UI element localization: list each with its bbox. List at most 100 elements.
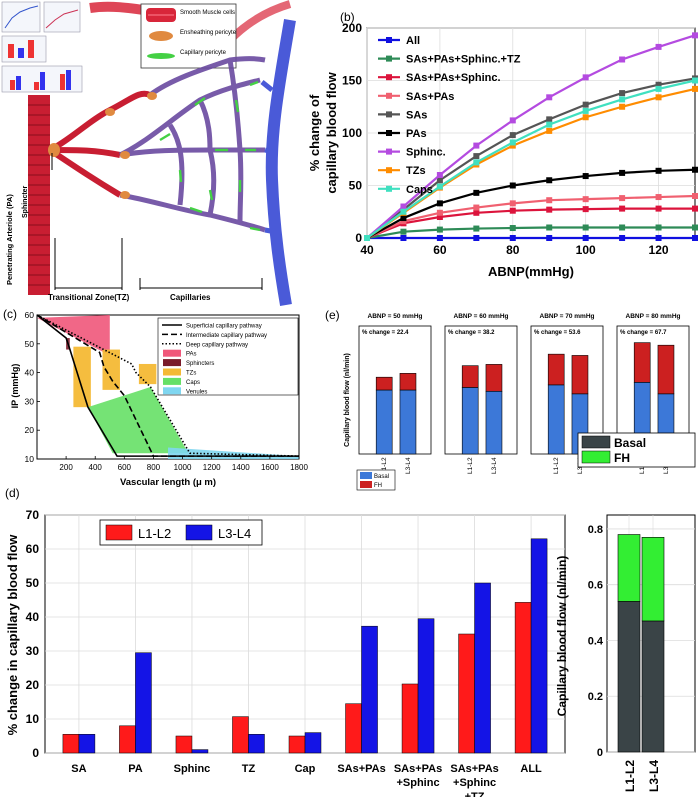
panel-e-legend: Basal FH [356, 469, 396, 491]
x-tick-label: Sphinc [174, 763, 211, 775]
data-point [546, 197, 553, 204]
bar-fh [547, 353, 565, 386]
data-point [546, 127, 553, 134]
data-point [619, 103, 626, 110]
data-point [582, 235, 589, 241]
subplot-change: % change = 22.4 [362, 330, 409, 336]
y-tick-label: 20 [25, 425, 35, 435]
data-point [655, 85, 662, 92]
series-caps [364, 77, 698, 241]
y-tick-label: 10 [25, 454, 35, 464]
data-point [436, 214, 443, 220]
series-line [366, 34, 696, 239]
pa-label: Penetrating Arteriole (PA) [5, 194, 14, 285]
series-line [366, 79, 696, 239]
legend-label: All [406, 35, 420, 47]
bar-l1-l2 [458, 633, 475, 754]
subplot-change: % change = 53.6 [534, 330, 581, 336]
subplot-title: ABNP = 50 mmHg [368, 313, 423, 320]
legend-swatch [163, 359, 181, 367]
subplot-2: ABNP = 60 mmHg % change = 38.2 L1-L2 L3-L4 [444, 313, 518, 474]
region-tzs [138, 363, 157, 385]
subplot-axes [444, 325, 518, 455]
data-point [509, 225, 516, 232]
x-tick-label: +Sphinc [396, 777, 439, 789]
series-sas-pas-sphinc-tz [364, 224, 698, 241]
legend-label: TZs [406, 165, 426, 177]
legend-marker [386, 148, 392, 155]
data-point [619, 205, 626, 212]
bar-fh [641, 537, 665, 622]
subplot-1: ABNP = 50 mmHg % change = 22.4 L1-L2 L3-L4 [358, 313, 432, 474]
bar-fh [657, 344, 675, 395]
data-point [473, 189, 480, 196]
data-point [436, 209, 443, 216]
legend-swatch [163, 377, 181, 385]
data-point [655, 81, 662, 88]
data-point [364, 235, 370, 241]
data-point [582, 101, 589, 108]
bar-fh [571, 355, 589, 395]
caps-label: Capillaries [170, 293, 211, 302]
panel-e: (e) Capillary blood flow (nl/min) ABNP =… [325, 308, 690, 491]
bar-basal [399, 389, 417, 455]
legend-swatch [163, 387, 181, 395]
cell-legend: Smooth Muscle cells Ensheathing pericyte… [140, 3, 237, 69]
legend-ensheathing-label: Ensheathing pericyte [180, 30, 237, 36]
panel-b: (b) 40 60 80 100 120 0 50 100 150 200 % change of… [307, 10, 698, 279]
y-tick-label: 0.4 [588, 635, 604, 647]
data-point [436, 226, 443, 233]
panel-c-xlabel: Vascular length (μ m) [120, 477, 216, 488]
data-point [619, 224, 626, 231]
x-tick-label: L3-L4 [491, 457, 498, 474]
data-point [509, 139, 516, 146]
legend-swatch [581, 435, 611, 449]
panel-c: (c) 200 400 600 800 1000 1200 1400 1600 1800 10 20… [3, 307, 308, 488]
pathway-line [36, 314, 300, 457]
legend-label: L3-L4 [218, 526, 251, 541]
bar-basal [617, 601, 641, 753]
data-point [546, 121, 553, 128]
legend-fh-swatch [360, 481, 372, 488]
data-point [473, 225, 480, 232]
bar-l1-l2 [345, 703, 362, 754]
x-tick-label: 120 [649, 243, 669, 257]
bar-fh [633, 342, 651, 383]
data-point [582, 173, 589, 180]
data-point [655, 235, 662, 241]
data-point [692, 77, 698, 84]
bar-fh [485, 364, 503, 392]
x-tick-label: 40 [360, 243, 374, 257]
bar-l3-l4 [530, 538, 548, 754]
bar-l1-l2 [288, 735, 306, 754]
tz-label: Transitional Zone(TZ) [48, 293, 130, 302]
bar-l3-l4 [417, 618, 435, 754]
venule [265, 19, 296, 307]
panel-d-legend: L1-L2 L3-L4 [99, 519, 263, 546]
panel-f-ylabel: Capillary blood flow (nl/min) [555, 556, 569, 717]
data-point [400, 228, 407, 235]
bar-l1-l2 [401, 683, 419, 754]
data-point [509, 235, 516, 241]
data-point [619, 56, 626, 63]
x-tick-label: SAs+PAs [394, 763, 442, 775]
y-tick-label: 0.2 [588, 691, 603, 703]
series-line [366, 77, 696, 239]
data-point [692, 235, 698, 241]
y-tick-label: 100 [342, 126, 362, 140]
data-point [692, 193, 698, 199]
x-tick-label: 1000 [174, 463, 192, 472]
bar-l3-l4 [361, 625, 378, 754]
x-tick-label: 80 [506, 243, 520, 257]
y-tick-label: 60 [26, 542, 40, 556]
legend-basal-label: Basal [374, 474, 389, 480]
data-point [692, 224, 698, 231]
data-point [473, 159, 480, 166]
region-tzs [102, 349, 120, 390]
data-point [509, 182, 516, 189]
legend-basal-swatch [360, 472, 372, 479]
legend-label: TZs [186, 371, 196, 377]
y-tick-label: 0.8 [588, 524, 603, 536]
data-point [436, 172, 443, 178]
legend-label: PAs [406, 128, 427, 140]
